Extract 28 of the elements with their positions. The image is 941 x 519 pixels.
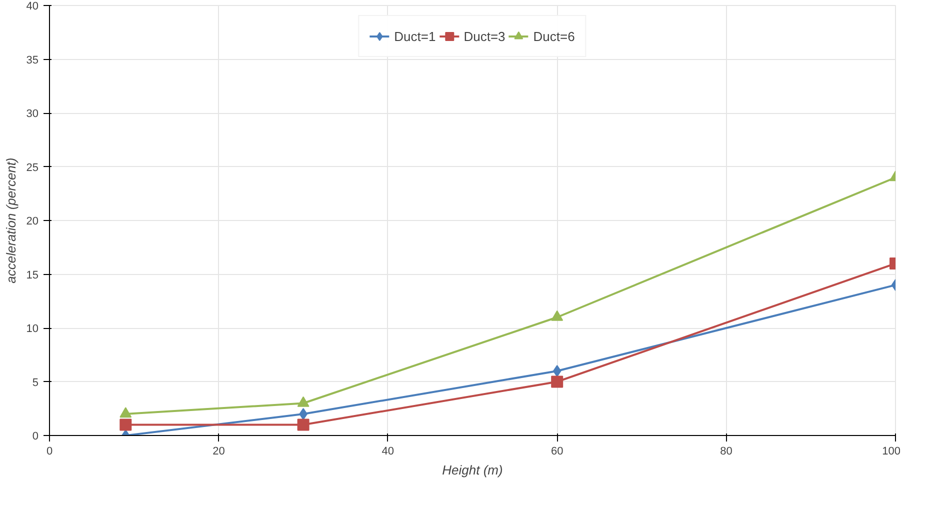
y-tick-label: 10 [26,323,39,335]
point [299,408,308,420]
y-tick-label: 5 [32,376,39,389]
point [551,376,564,388]
y-axis-title: acceleration (percent) [3,158,18,284]
x-axis-title: Height (m) [442,462,503,478]
legend-label: Duct=1 [394,28,436,44]
y-tick-label: 15 [26,269,39,282]
y-tick-label: 40 [26,0,39,12]
y-tick-label: 0 [32,430,39,442]
legend-label: Duct=3 [464,28,506,44]
x-tick-label: 60 [550,446,564,458]
y-tick-label: 20 [26,216,39,228]
point [120,418,132,431]
y-tick-label: 25 [26,162,39,174]
legend-label: Duct=6 [533,28,575,44]
point [297,418,310,431]
point [297,396,310,407]
point [551,310,564,321]
y-tick-label: 35 [26,54,39,66]
x-tick-label: 100 [882,446,901,458]
y-tick-label: 30 [26,108,39,120]
x-tick-label: 80 [720,446,732,458]
x-tick-label: 20 [212,446,225,458]
point [120,407,132,418]
x-tick-label: 40 [382,446,394,458]
x-tick-label: 0 [46,446,53,458]
point [552,365,562,377]
